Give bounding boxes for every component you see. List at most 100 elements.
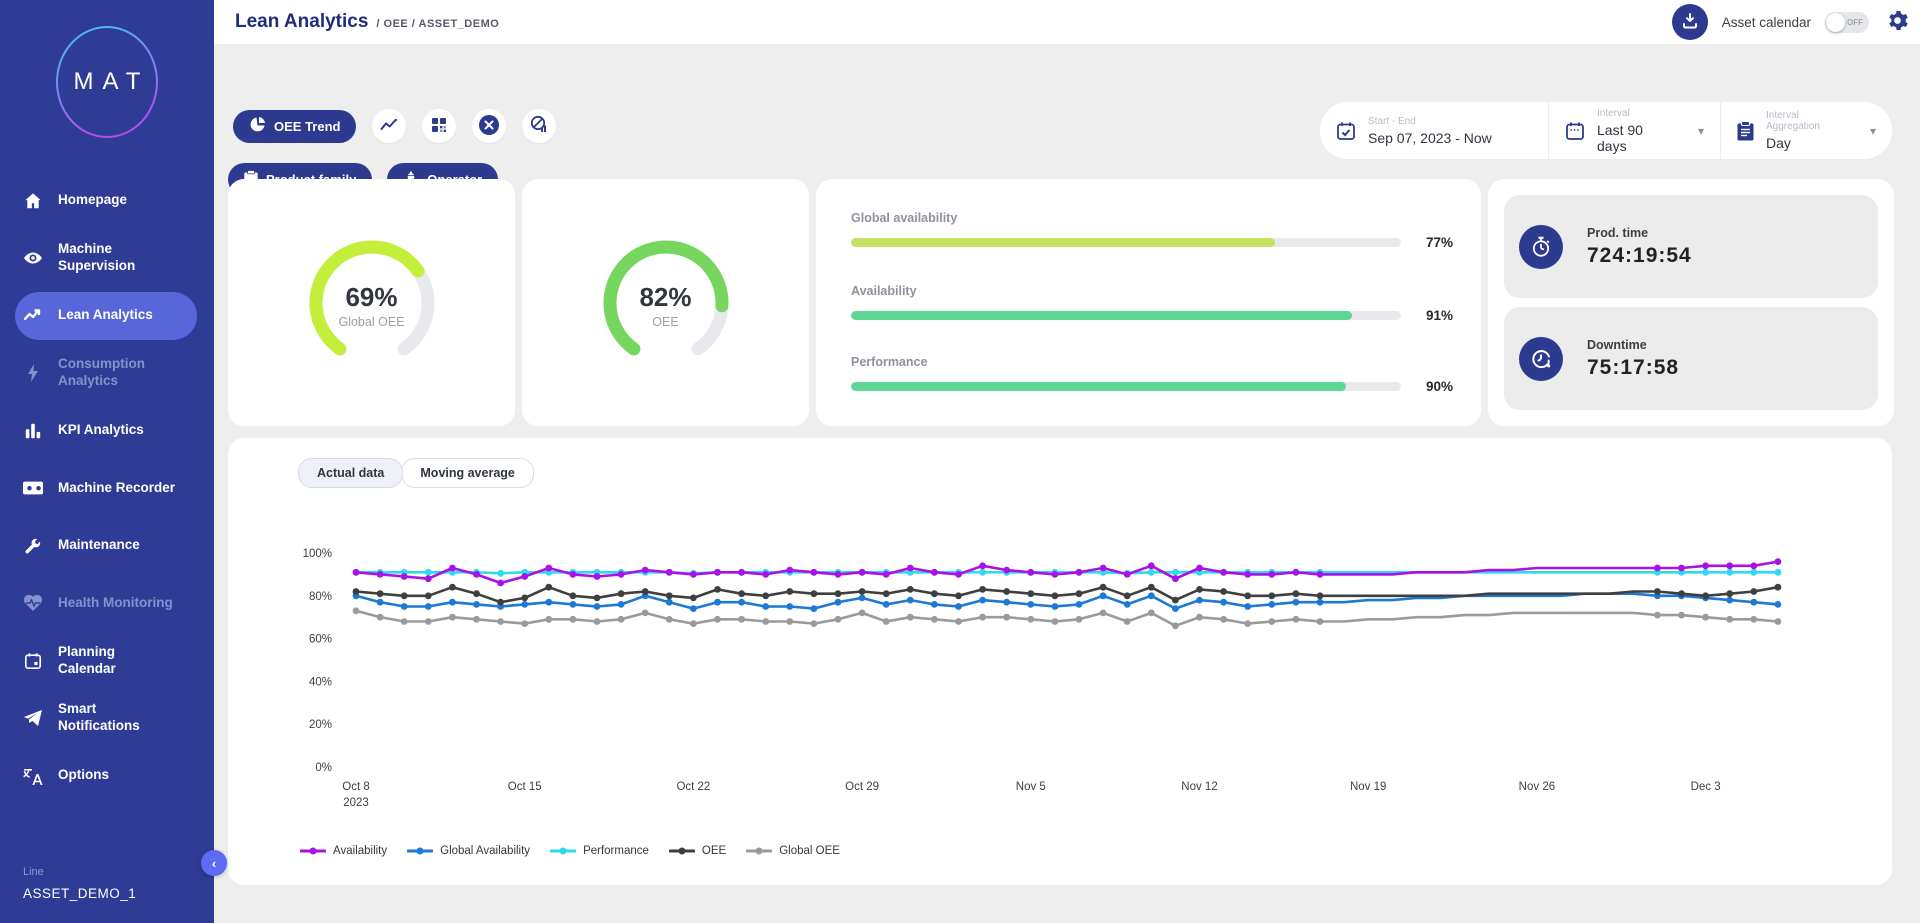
sidebar-item-planning-calendar[interactable]: Planning Calendar	[0, 632, 214, 690]
times-card: Prod. time 724:19:54 Downtime 75:17:58	[1488, 179, 1894, 426]
sidebar-item-consumption-analytics[interactable]: Consumption Analytics	[0, 345, 214, 403]
toggle-state-label: OFF	[1847, 17, 1863, 27]
trend-line-filter-button[interactable]	[372, 109, 407, 143]
settings-button[interactable]	[1887, 10, 1908, 34]
oee-label: OEE	[652, 315, 679, 329]
content-area: OEE Trend	[214, 44, 1920, 923]
prod-time-tile: Prod. time 724:19:54	[1504, 195, 1878, 298]
legend-item[interactable]: OEE	[668, 845, 727, 857]
global-oee-value: 69%	[345, 282, 398, 312]
performance-label: Performance	[851, 355, 928, 369]
clear-circle-icon	[478, 114, 500, 139]
toggle-knob	[1826, 12, 1845, 32]
legend-item[interactable]: Global Availability	[407, 845, 530, 857]
downtime-clock-icon	[1519, 336, 1563, 381]
legend-label: OEE	[701, 845, 727, 857]
main-area: Lean Analytics / OEE / ASSET_DEMO Asset …	[214, 0, 1920, 923]
legend-item[interactable]: Performance	[550, 845, 649, 857]
trend-line-chart: 0% 20% 40% 60% 80% 100% Oct 8 2023 Oct 15 Oct 22 O…	[303, 548, 1782, 809]
svg-text:20%: 20%	[309, 719, 332, 731]
chart-tabs: Actual data Moving average	[298, 458, 534, 488]
legend-swatch	[407, 847, 434, 855]
availability-bars-card: Global availability 77% Availability 91%…	[816, 179, 1481, 426]
clear-filter-button[interactable]	[472, 109, 507, 143]
sidebar-item-label: Options	[58, 767, 109, 783]
sidebar-item-maintenance[interactable]: Maintenance	[0, 517, 214, 575]
top-bar: Lean Analytics / OEE / ASSET_DEMO Asset …	[214, 0, 1920, 44]
sidebar-collapse-button[interactable]: ‹	[201, 850, 227, 876]
home-icon	[23, 191, 43, 211]
sidebar-item-smart-notifications[interactable]: Smart Notifications	[0, 690, 214, 748]
svg-text:2023: 2023	[343, 797, 369, 809]
performance-value: 90%	[1425, 379, 1453, 394]
interval-section[interactable]: Interval Last 90 days ▾	[1548, 102, 1720, 159]
app-logo: MAT	[0, 0, 214, 164]
sidebar-item-machine-recorder[interactable]: Machine Recorder	[0, 460, 214, 518]
interval-value: Last 90 days	[1597, 121, 1643, 154]
svg-text:Nov 26: Nov 26	[1519, 781, 1555, 793]
translate-icon	[23, 766, 43, 786]
progress-track	[851, 382, 1401, 391]
qr-grid-filter-button[interactable]	[422, 109, 457, 143]
calendar-days-icon	[1565, 121, 1585, 141]
sidebar-item-machine-supervision[interactable]: Machine Supervision	[0, 230, 214, 288]
asset-name: ASSET_DEMO_1	[23, 886, 137, 901]
global-availability-label: Global availability	[851, 211, 958, 225]
sidebar-item-health-monitoring[interactable]: Health Monitoring	[0, 575, 214, 633]
recorder-icon	[23, 478, 43, 498]
downtime-label: Downtime	[1587, 337, 1647, 352]
aggregation-section[interactable]: Interval Aggregation Day ▾	[1720, 102, 1892, 159]
breadcrumb: / OEE / ASSET_DEMO	[376, 18, 500, 30]
download-icon	[1682, 12, 1698, 32]
sidebar-item-lean-analytics[interactable]: Lean Analytics	[0, 287, 214, 345]
sidebar-item-label: Machine Supervision	[58, 241, 136, 274]
aggregation-label: Interval Aggregation	[1766, 110, 1820, 132]
download-button[interactable]	[1671, 4, 1708, 40]
availability-bar-row: Availability 91%	[851, 284, 1453, 323]
svg-text:Nov 12: Nov 12	[1181, 781, 1217, 793]
svg-text:Nov 5: Nov 5	[1016, 781, 1046, 793]
send-icon	[23, 708, 43, 728]
sidebar-item-label: Health Monitoring	[58, 594, 173, 610]
tab-moving-average[interactable]: Moving average	[401, 458, 534, 488]
sidebar-item-kpi-analytics[interactable]: KPI Analytics	[0, 402, 214, 460]
downtime-tile: Downtime 75:17:58	[1504, 307, 1878, 410]
legend-label: Performance	[583, 845, 649, 857]
sidebar-item-label: Homepage	[58, 192, 128, 208]
legend-item[interactable]: Availability	[300, 845, 387, 857]
eye-icon	[23, 248, 43, 268]
tab-actual-data[interactable]: Actual data	[298, 458, 404, 488]
sidebar-item-options[interactable]: Options	[0, 747, 214, 805]
sidebar-item-label: Lean Analytics	[58, 307, 153, 323]
logo-ring-icon	[56, 26, 158, 138]
date-range-section[interactable]: Start - End Sep 07, 2023 - Now	[1320, 102, 1548, 159]
pie-chart-icon	[249, 116, 266, 136]
stopwatch-icon	[1519, 224, 1563, 269]
sidebar: MAT Homepage Machine Supervision Lean An…	[0, 0, 214, 923]
sidebar-item-label: KPI Analytics	[58, 422, 144, 438]
progress-fill	[851, 382, 1346, 391]
oee-trend-chart-card: Actual data Moving average 0% 20% 40% 60% 80…	[228, 438, 1892, 885]
calendar-check-icon	[1336, 121, 1356, 141]
trend-line-icon	[380, 118, 398, 135]
date-filter-panel: Start - End Sep 07, 2023 - Now Interval …	[1320, 102, 1892, 159]
sidebar-item-homepage[interactable]: Homepage	[0, 172, 214, 230]
chevron-down-icon: ▾	[1697, 123, 1704, 138]
asset-calendar-toggle[interactable]: OFF	[1825, 11, 1869, 33]
svg-text:Dec 3: Dec 3	[1691, 781, 1721, 793]
wrench-icon	[23, 536, 43, 556]
svg-text:Nov 19: Nov 19	[1350, 781, 1386, 793]
bar-chart-icon	[23, 421, 43, 441]
svg-text:100%: 100%	[303, 548, 332, 560]
sidebar-footer: Line ASSET_DEMO_1	[23, 866, 136, 901]
oee-trend-button[interactable]: OEE Trend	[233, 109, 357, 143]
legend-item[interactable]: Global OEE	[746, 845, 840, 857]
chart-disabled-button[interactable]	[522, 109, 557, 143]
progress-track	[851, 238, 1401, 247]
sidebar-nav: Homepage Machine Supervision Lean Analyt…	[0, 172, 214, 805]
svg-text:Oct 22: Oct 22	[676, 781, 710, 793]
chart-disabled-icon	[530, 115, 549, 137]
svg-text:40%: 40%	[309, 676, 332, 688]
calendar-icon	[23, 651, 43, 671]
availability-label: Availability	[851, 284, 917, 298]
